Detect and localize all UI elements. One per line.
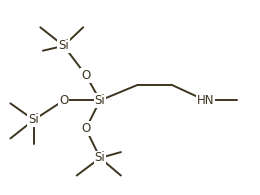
Text: Si: Si [58,39,69,52]
Text: Si: Si [28,113,39,126]
Text: Si: Si [95,152,106,164]
Text: HN: HN [197,94,214,107]
Text: Si: Si [95,94,106,107]
Text: O: O [59,94,68,107]
Text: O: O [81,122,90,135]
Text: O: O [81,69,90,82]
